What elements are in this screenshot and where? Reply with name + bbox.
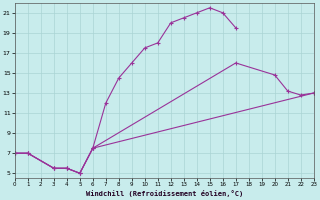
X-axis label: Windchill (Refroidissement éolien,°C): Windchill (Refroidissement éolien,°C) bbox=[86, 190, 243, 197]
